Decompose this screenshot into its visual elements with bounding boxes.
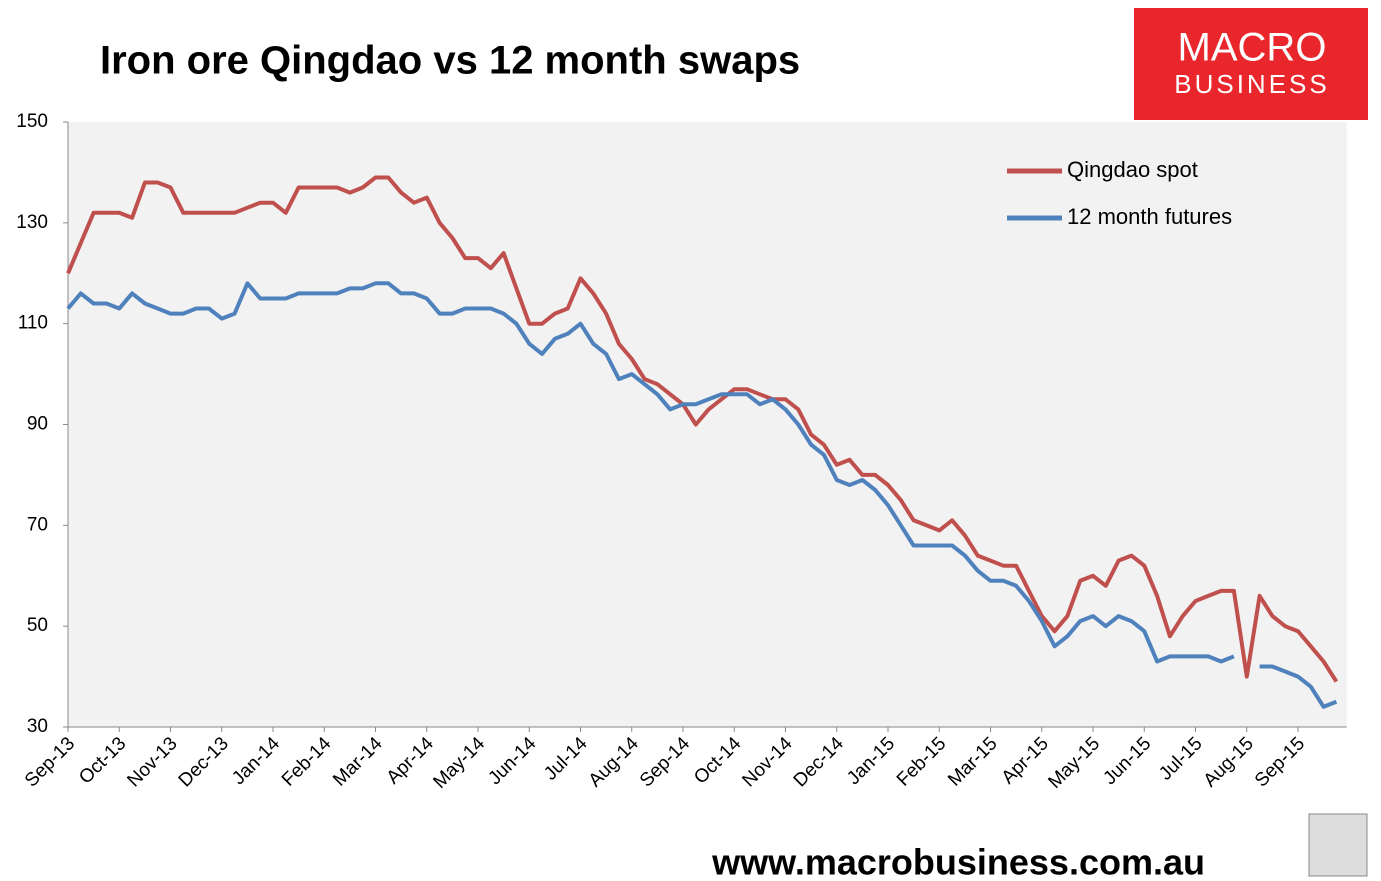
x-tick-label: Oct-14 xyxy=(690,733,745,788)
x-tick-label: Jun-14 xyxy=(484,733,540,789)
x-tick-label: Jan-15 xyxy=(843,733,899,789)
logo-text: MACRO xyxy=(1178,26,1327,70)
y-tick-label: 50 xyxy=(27,615,48,636)
footer: www.macrobusiness.com.au xyxy=(711,842,1205,881)
legend-label: Qingdao spot xyxy=(1067,157,1198,182)
x-tick-label: Nov-13 xyxy=(123,733,181,791)
x-tick-label: May-15 xyxy=(1044,733,1104,793)
series-line xyxy=(66,175,1339,683)
logo-text: BUSINESS xyxy=(1174,69,1330,99)
x-tick-label: Jun-15 xyxy=(1099,733,1155,789)
x-tick-label: Apr-14 xyxy=(383,733,438,788)
x-tick-label: May-14 xyxy=(429,733,489,793)
x-tick-label: Aug-15 xyxy=(1200,733,1258,791)
y-tick-label: 70 xyxy=(27,514,48,535)
logo-icon xyxy=(1308,813,1368,877)
x-tick-label: Feb-15 xyxy=(893,733,950,790)
plot-area xyxy=(68,122,1347,727)
x-tick-label: Nov-14 xyxy=(738,733,796,791)
y-tick-label: 130 xyxy=(16,212,48,233)
x-tick-label: Mar-15 xyxy=(944,733,1001,790)
chart-title: Iron ore Qingdao vs 12 month swaps xyxy=(100,39,800,83)
y-tick-label: 150 xyxy=(16,111,48,132)
x-tick-label: Jan-14 xyxy=(228,733,284,789)
x-tick-label: Feb-14 xyxy=(278,733,336,791)
x-tick-label: Oct-13 xyxy=(75,733,130,788)
y-tick-label: 110 xyxy=(18,313,48,334)
logo-box xyxy=(1134,8,1368,120)
x-tick-label: Aug-14 xyxy=(585,733,643,791)
series-line xyxy=(66,281,1338,709)
y-tick-label: 90 xyxy=(27,414,48,435)
x-tick-label: Mar-14 xyxy=(329,733,387,791)
x-tick-label: Dec-14 xyxy=(790,733,848,791)
y-tick-label: 30 xyxy=(27,716,48,737)
x-tick-label: Sep-14 xyxy=(636,733,694,791)
legend-label: 12 month futures xyxy=(1067,204,1232,229)
x-tick-label: Apr-15 xyxy=(998,733,1053,788)
x-tick-label: Sep-15 xyxy=(1251,733,1309,791)
x-tick-label: Sep-13 xyxy=(21,733,79,791)
x-tick-label: Dec-13 xyxy=(175,733,233,791)
